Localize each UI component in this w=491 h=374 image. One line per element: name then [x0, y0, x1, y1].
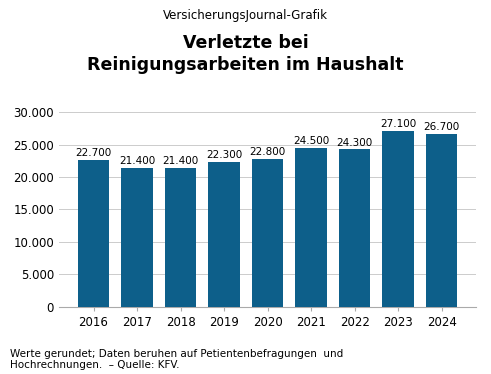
Text: 22.800: 22.800 [249, 147, 286, 157]
Text: 24.500: 24.500 [293, 136, 329, 146]
Bar [426, 134, 457, 307]
Text: 21.400: 21.400 [119, 156, 155, 166]
Bar [252, 159, 283, 307]
Bar [208, 162, 240, 307]
Text: 27.100: 27.100 [380, 119, 416, 129]
Text: 26.700: 26.700 [424, 122, 460, 132]
Bar [121, 168, 153, 307]
Text: 24.300: 24.300 [336, 138, 373, 147]
Text: Werte gerundet; Daten beruhen auf Petientenbefragungen  und
Hochrechnungen.  – Q: Werte gerundet; Daten beruhen auf Petien… [10, 349, 343, 370]
Text: VersicherungsJournal-Grafik: VersicherungsJournal-Grafik [163, 9, 328, 22]
Bar [165, 168, 196, 307]
Text: 21.400: 21.400 [163, 156, 199, 166]
Bar [296, 148, 327, 307]
Text: 22.300: 22.300 [206, 150, 242, 160]
Bar [382, 131, 414, 307]
Text: 22.700: 22.700 [76, 148, 111, 158]
Text: Verletzte bei
Reinigungsarbeiten im Haushalt: Verletzte bei Reinigungsarbeiten im Haus… [87, 34, 404, 74]
Bar [78, 160, 109, 307]
Bar [339, 149, 370, 307]
